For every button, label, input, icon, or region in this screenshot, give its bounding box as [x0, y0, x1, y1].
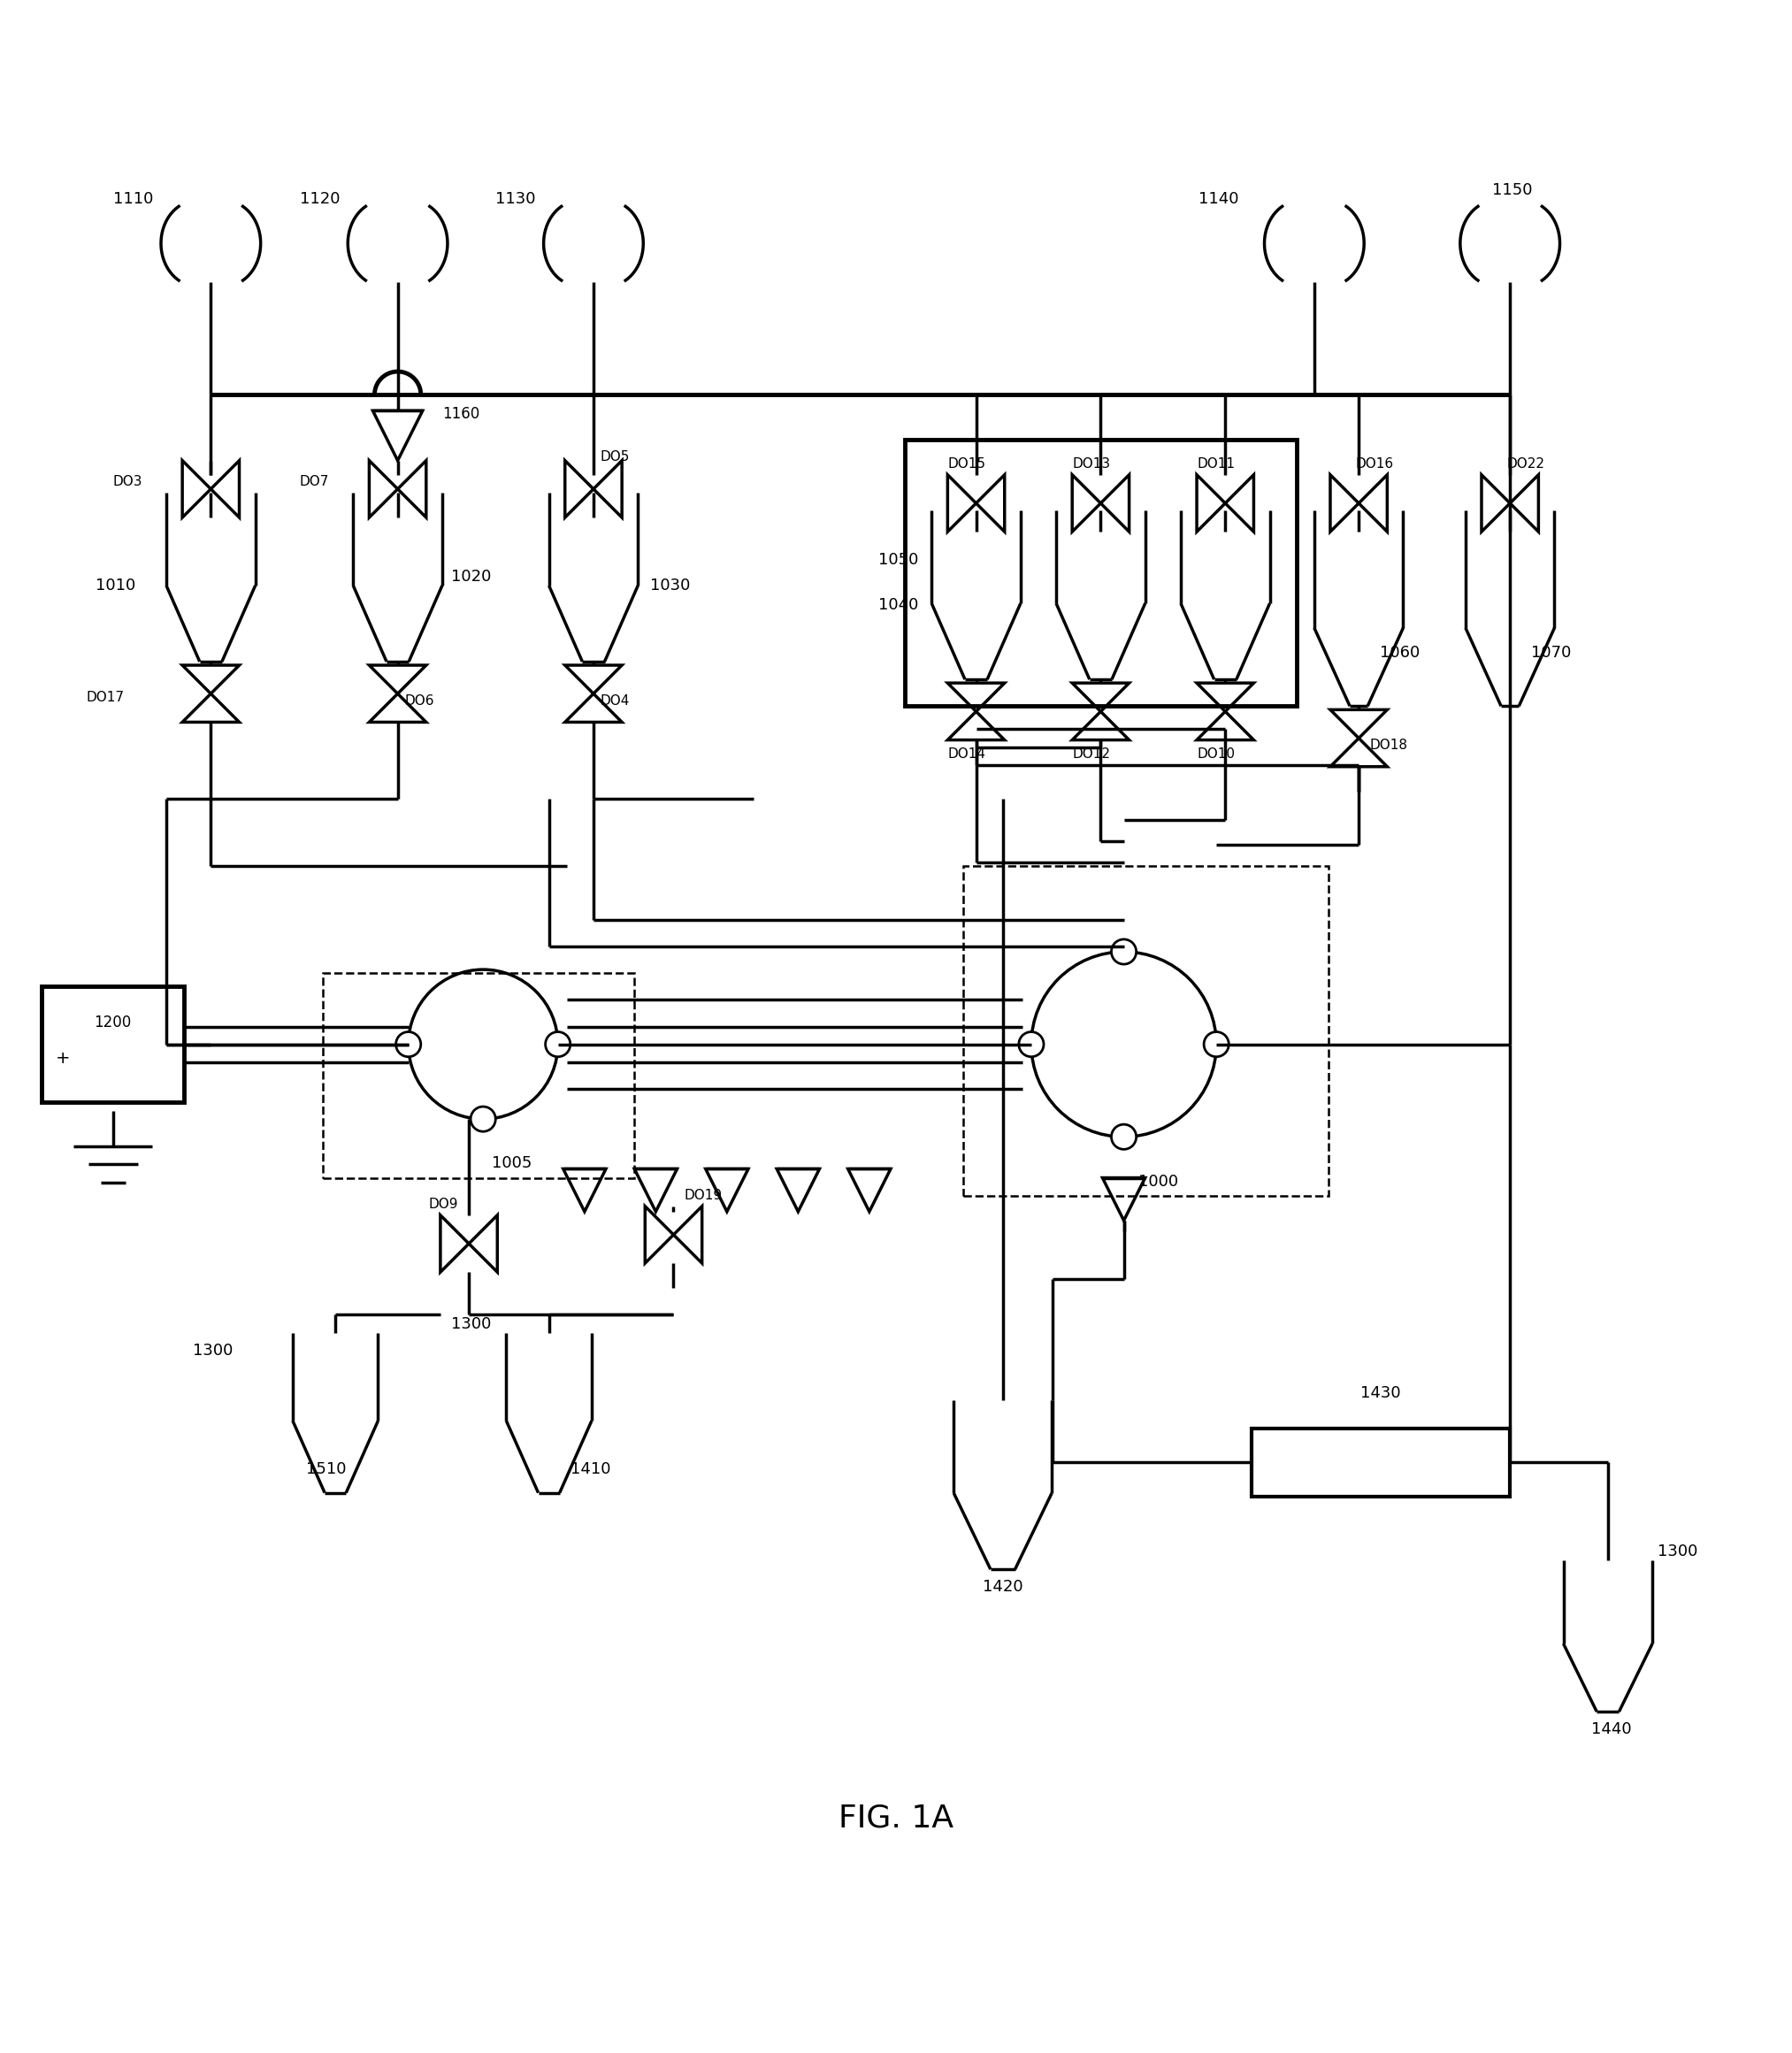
Text: DO5: DO5: [600, 450, 631, 464]
Bar: [1253, 1429, 1511, 1497]
Text: 1005: 1005: [493, 1156, 532, 1172]
Text: 1050: 1050: [878, 552, 918, 569]
Text: 1030: 1030: [650, 577, 690, 593]
Text: DO15: DO15: [948, 458, 986, 470]
Text: DO3: DO3: [113, 474, 143, 489]
Text: DO9: DO9: [428, 1197, 459, 1211]
Circle shape: [545, 1033, 570, 1057]
Text: 1060: 1060: [1380, 645, 1419, 661]
Text: 1070: 1070: [1532, 645, 1572, 661]
Text: 1300: 1300: [1658, 1544, 1697, 1560]
Text: DO4: DO4: [600, 694, 631, 708]
Text: DO12: DO12: [1073, 747, 1111, 762]
Text: 1140: 1140: [1199, 191, 1238, 207]
Text: 1430: 1430: [1360, 1386, 1401, 1400]
Text: DO18: DO18: [1369, 739, 1407, 751]
Text: 1040: 1040: [878, 597, 918, 612]
Text: 1410: 1410: [570, 1462, 611, 1476]
Circle shape: [471, 1107, 496, 1131]
Text: 1420: 1420: [982, 1579, 1023, 1595]
Text: 1300: 1300: [452, 1316, 491, 1332]
Circle shape: [1111, 940, 1136, 965]
Text: DO7: DO7: [299, 474, 330, 489]
Text: DO17: DO17: [86, 690, 124, 704]
Text: DO14: DO14: [948, 747, 986, 762]
Text: 1110: 1110: [113, 191, 152, 207]
Text: 1000: 1000: [1138, 1174, 1177, 1189]
Bar: [41, 985, 185, 1102]
Text: 1160: 1160: [443, 406, 480, 423]
Text: +: +: [56, 1051, 70, 1068]
Text: DO19: DO19: [685, 1189, 722, 1203]
Text: 1130: 1130: [496, 191, 536, 207]
Text: DO22: DO22: [1507, 458, 1545, 470]
Text: 1010: 1010: [95, 577, 134, 593]
Text: 1510: 1510: [306, 1462, 346, 1476]
Bar: [905, 439, 1296, 706]
Text: DO11: DO11: [1197, 458, 1235, 470]
Circle shape: [1204, 1033, 1229, 1057]
Text: 1150: 1150: [1493, 183, 1532, 197]
Text: 1440: 1440: [1591, 1722, 1633, 1737]
Circle shape: [1020, 1033, 1043, 1057]
Bar: [964, 866, 1328, 1195]
Circle shape: [1111, 1125, 1136, 1150]
Text: 1300: 1300: [194, 1343, 233, 1359]
Text: DO13: DO13: [1073, 458, 1111, 470]
Text: DO10: DO10: [1197, 747, 1235, 762]
Circle shape: [396, 1033, 421, 1057]
Text: 1200: 1200: [95, 1014, 131, 1031]
Text: 1120: 1120: [299, 191, 340, 207]
Bar: [323, 973, 634, 1178]
Text: DO16: DO16: [1355, 458, 1394, 470]
Text: FIG. 1A: FIG. 1A: [839, 1803, 953, 1833]
Text: DO6: DO6: [405, 694, 434, 708]
Text: 1020: 1020: [452, 569, 491, 585]
